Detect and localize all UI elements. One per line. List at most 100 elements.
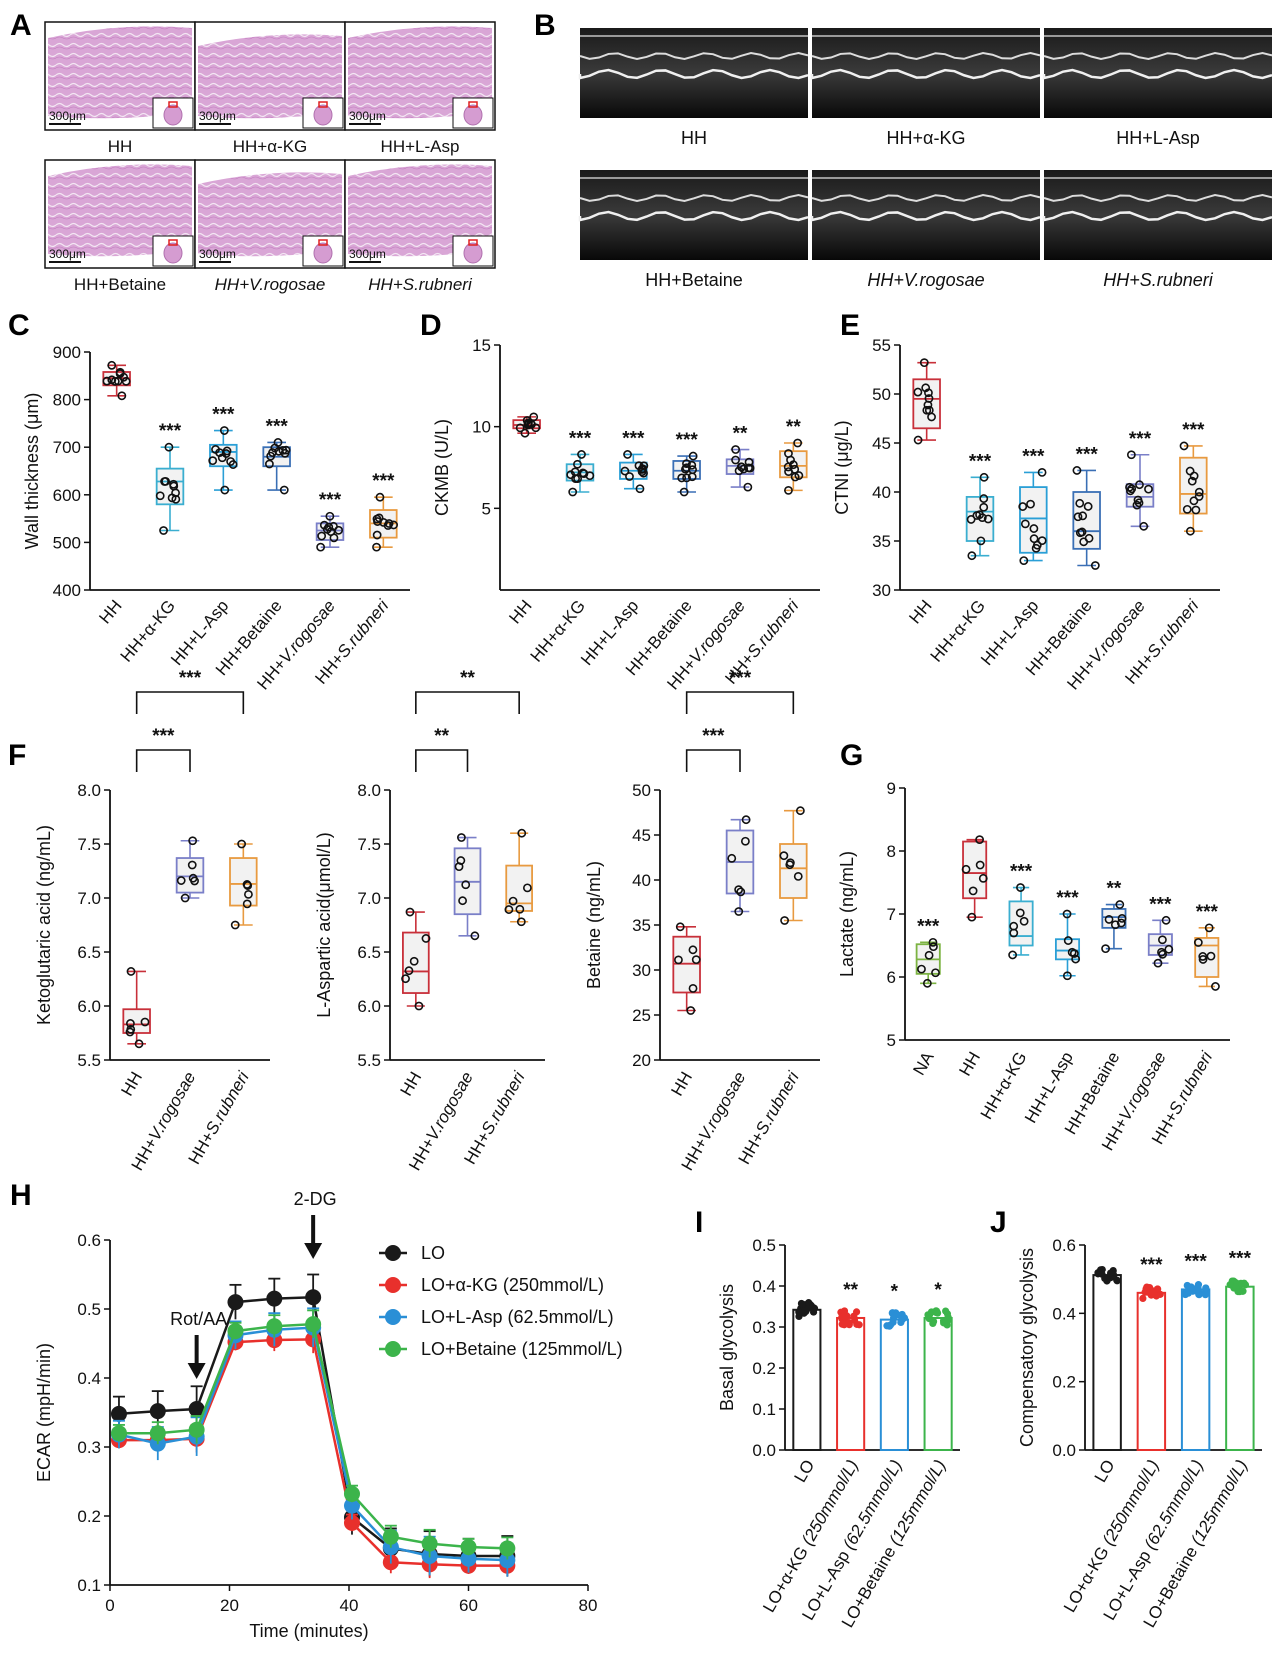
data-point	[372, 530, 382, 540]
data-point	[1062, 909, 1072, 919]
data-point	[1037, 467, 1047, 477]
data-point	[329, 533, 339, 543]
data-point	[161, 476, 171, 486]
box-HH	[401, 907, 431, 1011]
data-point	[149, 1403, 166, 1420]
significance-label: ***	[212, 405, 235, 426]
data-point	[1018, 502, 1028, 511]
bracket-label: ***	[729, 668, 752, 689]
x-tick-label: HH	[117, 1069, 146, 1100]
data-point	[107, 360, 117, 370]
data-point	[1185, 526, 1195, 536]
y-tick-label: 40	[632, 871, 651, 890]
data-point	[117, 391, 127, 401]
x-tick-label: HH	[505, 596, 535, 627]
data-point	[1211, 982, 1220, 991]
data-point	[220, 485, 230, 495]
data-point	[273, 438, 283, 447]
y-axis-label: Ketoglutaric acid (ng/mL)	[34, 825, 54, 1025]
echo-image: HH+V.rogosae	[810, 170, 1041, 290]
legend-marker	[385, 1277, 401, 1293]
histology-caption: HH	[108, 137, 133, 156]
box-HH	[512, 412, 541, 438]
y-tick-label: 0.0	[1052, 1441, 1076, 1460]
scale-bar-label: 300μm	[199, 109, 236, 123]
panel-letter-e: E	[840, 309, 860, 342]
box-HH+S.rubneri	[779, 806, 808, 925]
data-point	[188, 1401, 205, 1418]
legend-label: LO	[421, 1243, 445, 1263]
data-point	[852, 1308, 861, 1316]
scale-bar-label: 300μm	[199, 247, 236, 261]
data-point	[516, 917, 526, 927]
data-point	[885, 1322, 894, 1330]
significance-label: ***	[159, 421, 182, 442]
legend-label: LO+α-KG (250mmol/L)	[421, 1275, 604, 1295]
data-point	[639, 461, 649, 471]
heart-thumbnail	[163, 104, 183, 126]
tissue-section	[48, 26, 192, 119]
significance-label: **	[843, 1280, 858, 1301]
data-point	[110, 1405, 127, 1422]
x-tick-label: 40	[340, 1596, 359, 1615]
y-tick-label: 9	[887, 779, 896, 798]
data-point	[188, 873, 198, 883]
box-HH+S.rubneri: ***	[1179, 420, 1208, 536]
data-point	[573, 459, 582, 469]
y-tick-label: 50	[872, 385, 891, 404]
x-tick-label: HH	[95, 596, 125, 627]
y-tick-label: 5.5	[357, 1051, 381, 1070]
x-tick-label: HH	[397, 1069, 426, 1100]
box-HH+V.rogosae	[175, 836, 205, 903]
data-point	[979, 502, 989, 512]
significance-label: ***	[372, 471, 395, 492]
y-tick-label: 8.0	[357, 781, 381, 800]
data-point	[1139, 1294, 1147, 1302]
echocardiography-panel: HH HH+α-KG HH+L-Asp HH+Betaine HH+V.rogosae H…	[578, 28, 1273, 290]
tissue-section	[198, 172, 342, 257]
x-tick-label: 60	[459, 1596, 478, 1615]
data-point	[780, 916, 789, 925]
data-point	[620, 466, 630, 476]
bar	[1225, 1285, 1255, 1452]
data-point	[922, 978, 932, 988]
box-HH	[672, 922, 701, 1015]
data-point	[1016, 883, 1025, 892]
y-tick-label: 6	[887, 968, 896, 987]
box-HH	[961, 835, 988, 922]
echo-image: HH	[578, 28, 809, 148]
data-point	[1189, 1287, 1197, 1295]
panel-letter-i: I	[695, 1206, 703, 1239]
y-axis-label: ECAR (mpH/min)	[34, 1343, 54, 1482]
data-point	[217, 453, 227, 463]
box-HH+L-Asp: ***	[1054, 888, 1081, 981]
significance-label: **	[786, 417, 801, 438]
data-point	[499, 1540, 516, 1557]
y-tick-label: 7.0	[357, 889, 381, 908]
data-point	[682, 463, 691, 473]
box-HH+S.rubneri	[229, 839, 258, 930]
box-HH+L-Asp: ***	[208, 405, 238, 495]
data-point	[686, 1006, 696, 1015]
y-tick-label: 700	[53, 438, 81, 457]
data-point	[1104, 915, 1114, 924]
data-point	[1084, 533, 1094, 543]
data-point	[382, 1528, 399, 1545]
y-tick-label: 600	[53, 486, 81, 505]
histology-caption: HH+V.rogosae	[215, 275, 326, 294]
inset-marker	[468, 101, 478, 108]
histology-image: 300μm HH+α-KG	[194, 21, 346, 156]
data-point	[841, 1313, 849, 1321]
data-point	[677, 473, 687, 483]
bracket-label: **	[460, 668, 475, 689]
y-axis-label: Compensatory glycolysis	[1017, 1248, 1037, 1447]
scale-bar-label: 300μm	[49, 247, 86, 261]
y-tick-label: 6.0	[357, 997, 381, 1016]
y-axis-label: L-Aspartic acid(μmol/L)	[314, 832, 334, 1017]
data-point	[623, 450, 632, 459]
tissue-section	[348, 164, 492, 257]
y-tick-label: 900	[53, 343, 81, 362]
echo-image: HH+S.rubneri	[1042, 170, 1273, 290]
data-point	[460, 1539, 477, 1556]
